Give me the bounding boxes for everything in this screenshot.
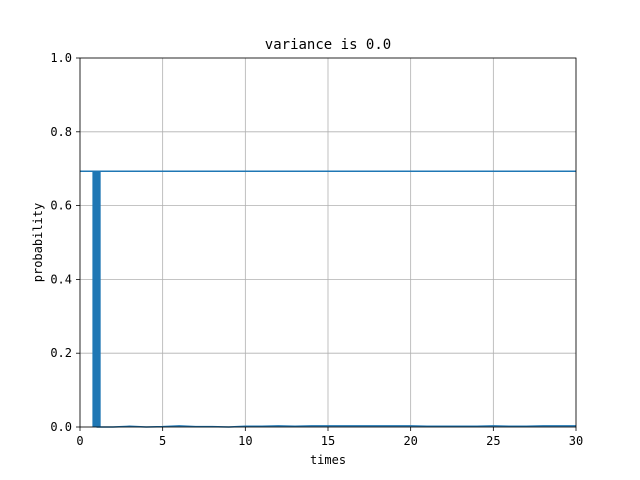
plot-frame bbox=[79, 57, 577, 428]
x-axis-title: times bbox=[310, 453, 346, 467]
bar bbox=[92, 171, 101, 427]
y-tick-label: 0.4 bbox=[50, 272, 72, 286]
y-tick-label: 0.6 bbox=[50, 199, 72, 213]
x-tick-label: 15 bbox=[321, 434, 335, 448]
data-layer bbox=[80, 170, 576, 428]
y-tick-label: 1.0 bbox=[50, 51, 72, 65]
x-tick-label: 0 bbox=[76, 434, 83, 448]
axes-layer: 0 5 10 15 20 25 30 0.0 0.2 0.4 0.6 0.8 1.0 bbox=[50, 51, 583, 448]
y-axis-title: probability bbox=[31, 203, 45, 282]
x-tick-label: 10 bbox=[238, 434, 252, 448]
baseline-curve bbox=[96, 425, 576, 428]
x-tick-label: 20 bbox=[403, 434, 417, 448]
chart-title: variance is 0.0 bbox=[265, 37, 391, 53]
y-tick-label: 0.2 bbox=[50, 346, 72, 360]
x-tick-label: 25 bbox=[486, 434, 500, 448]
grid-lines bbox=[79, 57, 577, 428]
y-tick-label: 0.0 bbox=[50, 420, 72, 434]
y-tick-label: 0.8 bbox=[50, 125, 72, 139]
x-tick-label: 5 bbox=[159, 434, 166, 448]
x-tick-label: 30 bbox=[569, 434, 583, 448]
